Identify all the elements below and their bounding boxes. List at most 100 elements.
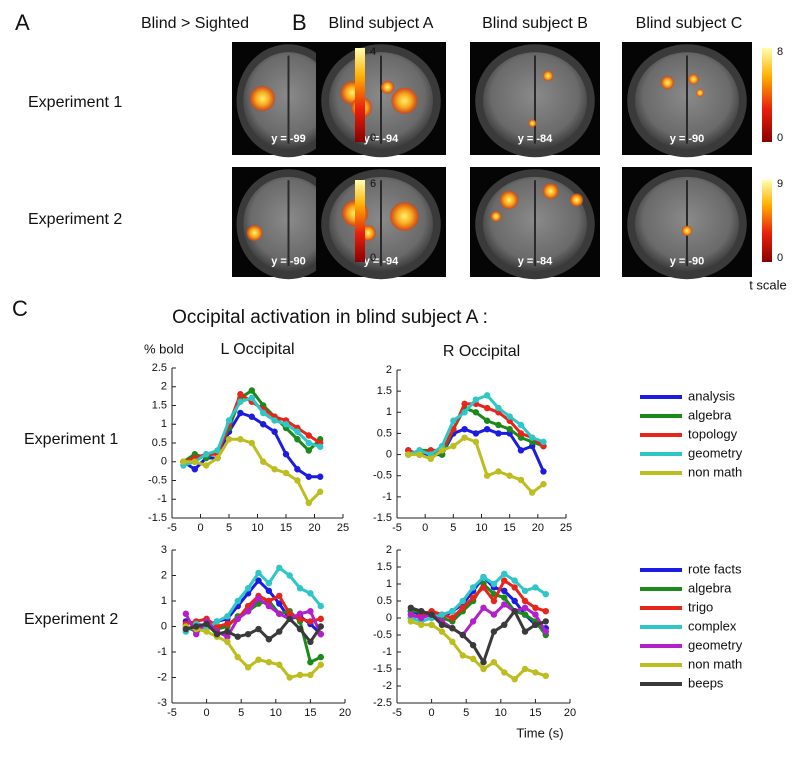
colorbar <box>762 48 772 142</box>
row-label: Experiment 2 <box>24 611 118 628</box>
activation <box>250 86 275 111</box>
data-point <box>296 625 304 633</box>
data-point <box>480 604 487 611</box>
y-tick-label: 0 <box>161 620 167 632</box>
data-point <box>461 426 468 433</box>
data-point <box>540 468 547 475</box>
data-point <box>265 636 273 643</box>
data-point <box>224 638 231 645</box>
data-point <box>407 604 415 611</box>
x-tick-label: 25 <box>560 522 572 534</box>
data-point <box>296 585 304 592</box>
legend-label: rote facts <box>688 561 742 576</box>
data-point <box>193 630 200 638</box>
brain-slice: y = -90 <box>622 167 752 280</box>
activation <box>542 70 554 82</box>
data-point <box>225 417 233 424</box>
y-tick-label: -2 <box>382 680 392 692</box>
colorbar-tick: 0 <box>370 132 376 144</box>
data-point <box>260 421 267 428</box>
data-point <box>511 676 518 683</box>
y-tick-label: -1.5 <box>373 512 392 524</box>
data-point <box>469 618 477 625</box>
colorbar <box>355 48 365 142</box>
data-point <box>438 628 446 635</box>
data-point <box>214 454 221 462</box>
x-tick-label: -5 <box>392 707 402 719</box>
legend-label: geometry <box>688 637 743 652</box>
data-point <box>276 564 283 572</box>
data-point <box>495 421 502 429</box>
data-point <box>296 615 304 623</box>
x-tick-label: -5 <box>167 522 177 534</box>
data-point <box>483 472 491 479</box>
data-point <box>317 630 324 638</box>
data-point <box>317 473 324 480</box>
data-point <box>542 628 549 635</box>
data-point <box>532 584 539 591</box>
brain-slice: y = -84 <box>470 167 600 280</box>
y-tick-label: 0.5 <box>152 437 167 449</box>
data-point <box>305 499 312 507</box>
data-point <box>191 458 198 465</box>
data-point <box>265 587 273 594</box>
data-point <box>472 409 480 416</box>
y-tick-label: -1 <box>382 646 392 658</box>
slice-label: y = -90 <box>271 256 306 268</box>
panel-letter: C <box>12 296 28 321</box>
data-point <box>469 642 477 649</box>
data-point <box>405 451 412 458</box>
data-point <box>248 439 255 447</box>
data-point <box>517 447 525 454</box>
data-point <box>449 638 456 645</box>
data-point <box>282 451 290 458</box>
colorbar <box>762 180 772 262</box>
row-label: Experiment 2 <box>28 211 122 228</box>
data-point <box>317 653 324 661</box>
data-point <box>307 671 314 679</box>
legend-label: analysis <box>688 388 735 403</box>
data-point <box>490 611 498 618</box>
legend-label: algebra <box>688 407 732 422</box>
data-point <box>307 590 314 597</box>
data-point <box>438 621 446 628</box>
data-point <box>286 610 293 617</box>
data-point <box>490 659 498 666</box>
data-point <box>213 618 221 625</box>
data-point <box>517 476 525 484</box>
y-axis-label: % bold <box>144 341 184 356</box>
y-tick-label: 0 <box>386 448 392 460</box>
x-tick-label: 10 <box>251 522 263 534</box>
data-point <box>213 630 221 638</box>
y-tick-label: 1 <box>386 406 392 418</box>
data-point <box>255 656 262 663</box>
data-point <box>428 611 435 618</box>
data-point <box>244 630 252 638</box>
y-tick-label: -2.5 <box>373 697 392 709</box>
y-tick-label: 2.5 <box>152 362 167 374</box>
data-point <box>501 621 508 628</box>
data-point <box>480 665 487 673</box>
data-point <box>307 608 314 615</box>
data-point <box>317 488 324 495</box>
data-point <box>506 472 513 479</box>
legend-label: geometry <box>688 445 743 460</box>
x-tick-label: 10 <box>495 707 507 719</box>
x-tick-label: 0 <box>422 522 428 534</box>
data-point <box>532 669 539 676</box>
data-point <box>276 610 283 617</box>
data-point <box>480 584 487 591</box>
data-point <box>260 409 267 417</box>
data-point <box>255 569 262 577</box>
data-point <box>271 466 278 473</box>
data-point <box>305 447 312 454</box>
data-point <box>237 436 244 443</box>
activation <box>570 193 584 207</box>
brain-slice: y = -84 <box>470 42 600 158</box>
data-point <box>255 595 262 602</box>
data-point <box>225 436 233 443</box>
data-point <box>449 608 456 615</box>
x-tick-label: 15 <box>529 707 541 719</box>
data-point <box>203 620 210 628</box>
